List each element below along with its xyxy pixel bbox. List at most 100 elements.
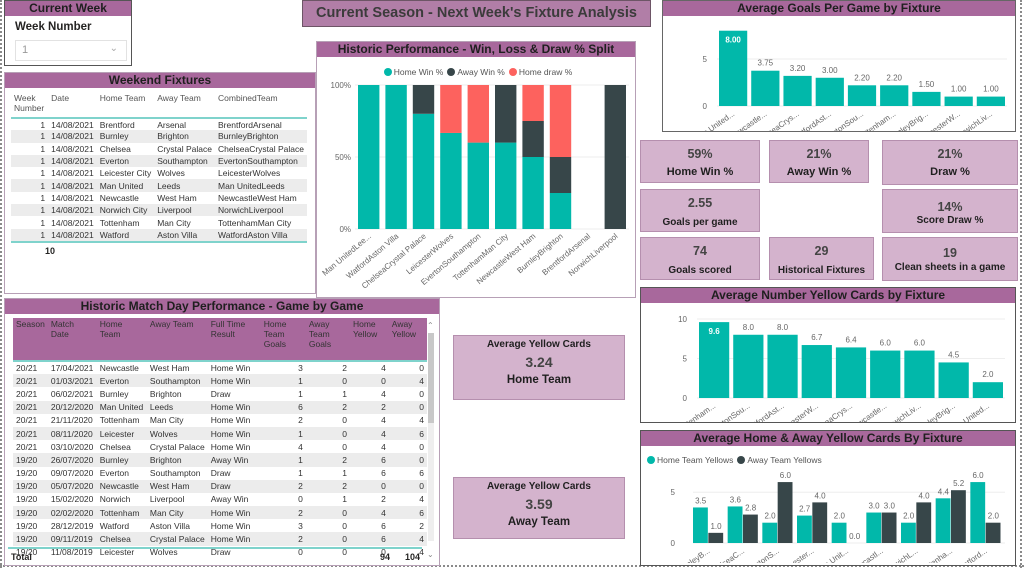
- table-row[interactable]: 1 14/08/2021 Newcastle West Ham NewcastleWes…: [11, 192, 307, 204]
- table-row[interactable]: 19/20 26/07/2020 Burnley Brighton Away Win 1 2…: [13, 453, 427, 467]
- column-header[interactable]: Season: [13, 318, 48, 361]
- table-cell: Home Win: [207, 400, 261, 414]
- bar-segment: [440, 132, 462, 229]
- table-cell: BurnleyBrighton: [215, 130, 307, 143]
- data-label: 2.7: [799, 505, 811, 514]
- table-row[interactable]: 1 14/08/2021 Chelsea Crystal Palace ChelseaC…: [11, 143, 307, 155]
- column-header[interactable]: Away Team Goals: [305, 318, 350, 361]
- table-cell: Home Win: [207, 374, 261, 388]
- column-header[interactable]: Home Team: [96, 318, 147, 361]
- table-cell: 0: [305, 426, 350, 441]
- table-cell: 4: [381, 388, 386, 399]
- table-row[interactable]: 1 14/08/2021 Tottenham Man City TottenhamMan…: [11, 216, 307, 228]
- column-header[interactable]: CombinedTeam: [218, 93, 278, 103]
- legend-item[interactable]: Home Team Yellows: [657, 455, 734, 465]
- table-cell: 14/08/2021: [48, 204, 97, 217]
- table-cell: Man City: [146, 506, 208, 520]
- card-value: 3.24: [525, 354, 553, 370]
- avg-goals-chart: Average Goals Per Game by Fixture 0 5 8.00…: [662, 0, 1016, 147]
- legend-item[interactable]: Away Win %: [457, 67, 505, 77]
- x-tick-label: LeicesterWolves: [405, 232, 456, 277]
- table-row[interactable]: 1 14/08/2021 Brentford Arsenal BrentfordArse…: [11, 118, 307, 130]
- bar: [935, 498, 951, 543]
- table-row[interactable]: 20/21 17/04/2021 Newcastle West Ham Home Win…: [13, 361, 427, 374]
- scrollbar-track[interactable]: [428, 333, 434, 541]
- column-header[interactable]: Date: [51, 93, 70, 103]
- table-cell: 4: [349, 506, 389, 520]
- scroll-down-icon[interactable]: ⌄: [427, 550, 434, 559]
- historic-match-table: Historic Match Day Performance - Game by…: [4, 298, 440, 566]
- bar-segment: [385, 85, 407, 229]
- x-tick-label: WatfordAst...: [743, 401, 786, 422]
- kpi-label: Draw %: [930, 166, 970, 178]
- data-label: 3.0: [884, 502, 896, 511]
- week-number-dropdown[interactable]: 1 ⌄: [15, 40, 127, 61]
- scrollbar-thumb[interactable]: [428, 333, 434, 423]
- table-cell: 1: [11, 154, 49, 168]
- table-cell: 1: [40, 217, 46, 228]
- column-header[interactable]: Home Yellow: [349, 318, 389, 361]
- column-header[interactable]: Week Number: [14, 93, 45, 113]
- card-subtitle: Home Team: [506, 374, 572, 386]
- table-cell: West Ham: [157, 192, 197, 203]
- table-row[interactable]: 20/21 20/12/2020 Man United Leeds Home Win 6 2…: [13, 400, 427, 414]
- column-header[interactable]: Home Team: [99, 93, 146, 103]
- table-row[interactable]: 20/21 01/03/2021 Everton Southampton Home Wi…: [13, 374, 427, 388]
- table-row[interactable]: 1 14/08/2021 Watford Aston Villa WatfordAsto…: [11, 228, 307, 241]
- table-cell: 2: [260, 506, 306, 520]
- table-row[interactable]: 19/20 05/07/2020 Newcastle West Ham Draw 2 2 0 0: [13, 479, 427, 493]
- table-row[interactable]: 20/21 21/11/2020 Tottenham Man City Home Win…: [13, 414, 427, 427]
- bar: [767, 334, 798, 398]
- scroll-up-icon[interactable]: ⌃: [427, 321, 434, 330]
- legend-item[interactable]: Away Team Yellows: [747, 455, 822, 465]
- table-row[interactable]: 19/20 11/08/2019 Leicester Wolves Draw 0 0 0 4: [13, 546, 427, 559]
- table-row[interactable]: 19/20 02/02/2020 Tottenham Man City Home Win…: [13, 506, 427, 520]
- column-header[interactable]: Match Date: [47, 318, 97, 361]
- table-row[interactable]: 19/20 09/07/2020 Everton Southampton Draw 1 1 6…: [13, 467, 427, 480]
- column-header[interactable]: Away Team: [146, 318, 208, 361]
- away-yellow-card: Average Yellow Cards 3.59 Away Team: [453, 477, 625, 539]
- table-cell: Leeds: [154, 179, 216, 192]
- table-row[interactable]: 20/21 06/02/2021 Burnley Brighton Draw 1 1 4 0: [13, 387, 427, 400]
- table-cell: 6: [381, 520, 386, 531]
- table-row[interactable]: 1 14/08/2021 Man United Leeds Man UnitedLeed…: [11, 179, 307, 192]
- data-label: 3.75: [758, 59, 774, 68]
- x-tick-label: NorwichL...: [882, 546, 920, 563]
- table-row[interactable]: 20/21 03/10/2020 Chelsea Crystal Palace Home…: [13, 440, 427, 453]
- table-cell: 14/08/2021: [51, 119, 94, 130]
- table-row[interactable]: 19/20 09/11/2019 Chelsea Crystal Palace Home…: [13, 532, 427, 546]
- legend-item[interactable]: Home Win %: [393, 67, 444, 77]
- table-row[interactable]: 1 14/08/2021 Burnley Brighton BurnleyBrighto…: [11, 130, 307, 143]
- table-row[interactable]: 1 14/08/2021 Norwich City Liverpool NorwichL…: [11, 204, 307, 217]
- column-header[interactable]: Away Yellow: [388, 318, 427, 361]
- table-cell: Tottenham: [96, 506, 147, 520]
- bar-segment: [467, 142, 489, 229]
- column-header[interactable]: Home Team Goals: [260, 318, 306, 361]
- data-label: 2.20: [854, 73, 870, 82]
- avg-yellow-plot: 05109.6Tottenham...8.0EvertonSou...8.0Wa…: [676, 315, 1005, 439]
- table-row[interactable]: 20/21 08/11/2020 Leicester Wolves Home Win 1 0…: [13, 426, 427, 441]
- chevron-down-icon[interactable]: ⌄: [109, 43, 118, 54]
- y-tick-label: 0%: [339, 225, 351, 234]
- column-header[interactable]: Full Time Result: [207, 318, 261, 361]
- table-row[interactable]: 1 14/08/2021 Leicester City Wolves Leicester…: [11, 167, 307, 179]
- bar-segment: [440, 85, 462, 133]
- table-row[interactable]: 19/20 28/12/2019 Watford Aston Villa Home Wi…: [13, 519, 427, 532]
- column-header[interactable]: Away Team: [157, 93, 201, 103]
- x-tick-label: EvertonS...: [743, 546, 781, 563]
- bar: [733, 334, 764, 398]
- table-cell: Leicester: [99, 547, 135, 558]
- table-cell: 4: [419, 494, 424, 505]
- table-scrollbar[interactable]: ⌃ ⌄: [427, 321, 435, 559]
- legend-item[interactable]: Home draw %: [518, 67, 573, 77]
- table-cell: Norwich City: [96, 204, 155, 217]
- data-label: 3.20: [790, 64, 806, 73]
- table-row[interactable]: 1 14/08/2021 Everton Southampton EvertonSout…: [11, 154, 307, 168]
- total-label: Total: [11, 552, 32, 562]
- ha-yellow-title: Average Home & Away Yellow Cards By Fixt…: [641, 431, 1015, 446]
- x-tick-label: LeicesterW...: [777, 401, 820, 422]
- data-label: 1.00: [951, 85, 967, 94]
- table-cell: Chelsea: [99, 441, 131, 452]
- table-cell: 2: [305, 453, 350, 467]
- table-row[interactable]: 19/20 15/02/2020 Norwich Liverpool Away Win 0…: [13, 493, 427, 506]
